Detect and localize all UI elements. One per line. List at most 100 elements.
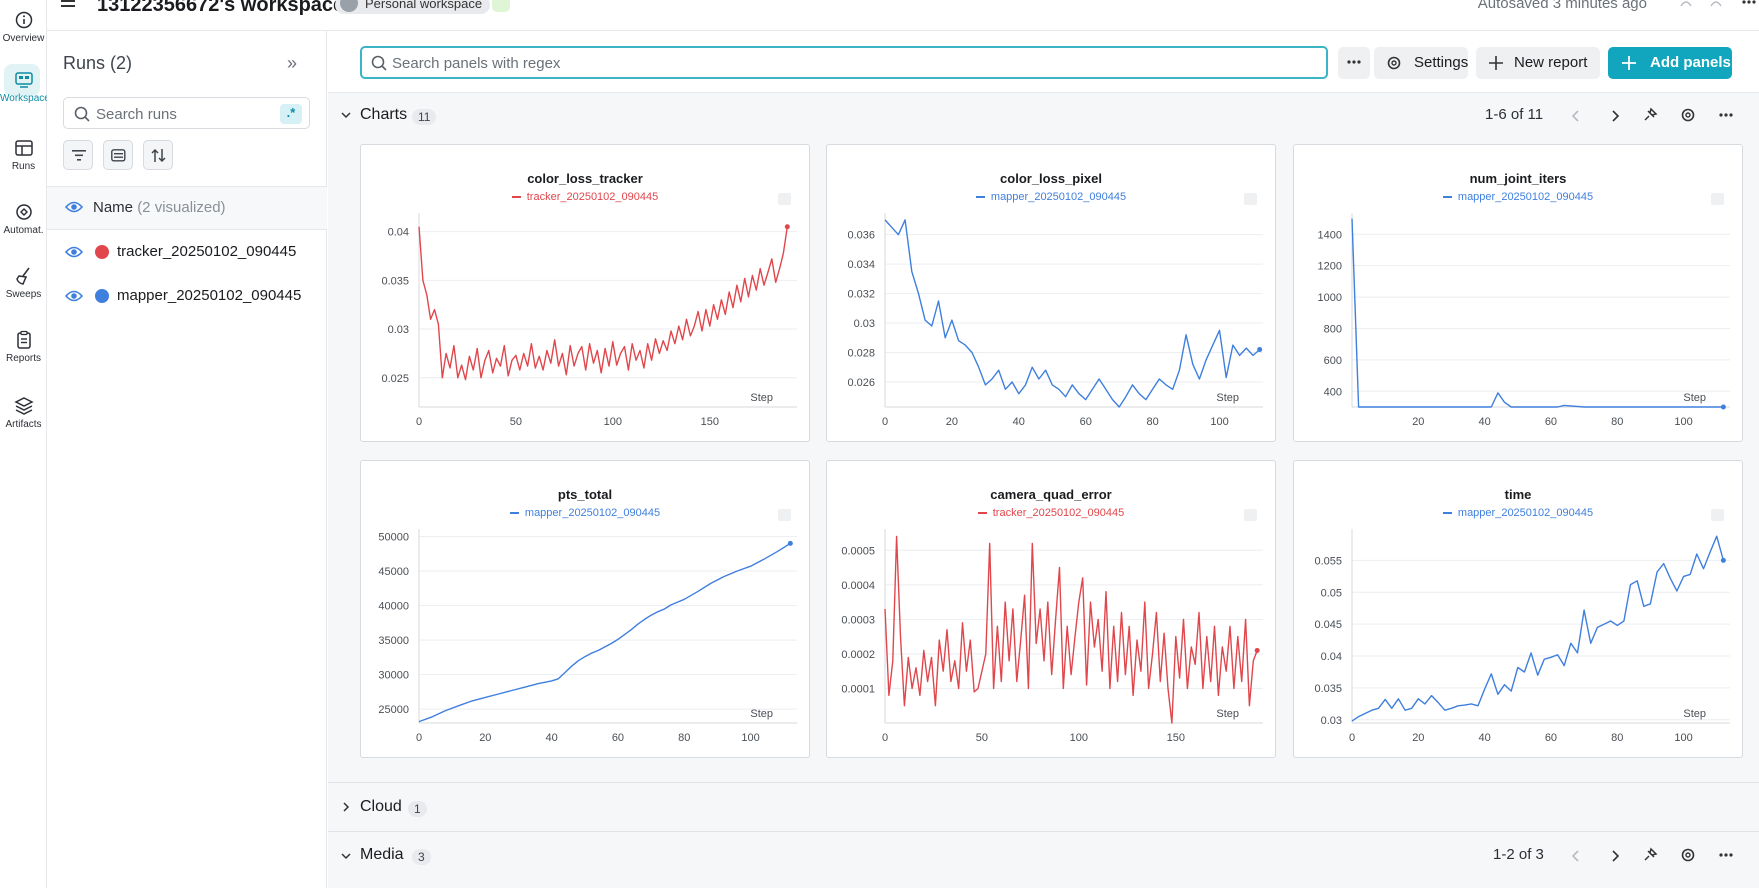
collapse-icon[interactable]: » <box>287 53 298 73</box>
chevron-left-icon[interactable] <box>1571 850 1581 862</box>
name-column-header[interactable]: Name (2 visualized) <box>47 186 327 230</box>
more-icon <box>1347 60 1361 64</box>
chart-panel[interactable]: color_loss_tracker tracker_20250102_09044… <box>360 144 810 442</box>
runs-sidebar: Runs (2) » .* Name (2 visualized) tracke… <box>47 31 327 888</box>
x-tick-label: 100 <box>1674 416 1692 428</box>
chart-panel[interactable]: pts_total mapper_20250102_090445 25000 3000… <box>360 460 810 758</box>
cloud-section-title: Cloud <box>360 798 402 815</box>
chevron-right-icon[interactable] <box>1610 110 1620 122</box>
run-search-input[interactable] <box>96 104 276 124</box>
x-tick-label: 0 <box>416 732 422 744</box>
new-report-label: New report <box>1514 54 1588 71</box>
rail-item-reports[interactable]: Reports <box>0 330 47 364</box>
y-tick-label: 0.055 <box>1314 555 1342 567</box>
regex-toggle[interactable]: .* <box>280 104 302 124</box>
divider <box>328 831 1759 832</box>
pin-icon[interactable] <box>1642 847 1658 863</box>
cloud-section-count: 1 <box>408 801 427 817</box>
charts-pager: 1-6 of 11 <box>1485 106 1544 123</box>
divider <box>328 782 1759 783</box>
eye-icon[interactable] <box>65 245 83 259</box>
chart-title: num_joint_iters <box>1469 171 1567 186</box>
media-section-title: Media <box>360 846 404 863</box>
settings-button[interactable]: Settings <box>1374 47 1468 79</box>
run-color-dot[interactable] <box>95 289 109 303</box>
chart-title: color_loss_pixel <box>1000 171 1102 186</box>
legend-sort-icon[interactable] <box>778 193 791 205</box>
rail-item-automat[interactable]: Automat. <box>0 202 47 236</box>
y-tick-label: 45000 <box>378 566 409 578</box>
filter-icon <box>72 150 86 161</box>
run-row[interactable]: tracker_20250102_090445 <box>47 232 327 272</box>
media-section-header[interactable]: Media 3 1-2 of 3 <box>328 832 1759 888</box>
new-report-button[interactable]: New report <box>1476 47 1600 79</box>
chevron-down-icon[interactable] <box>340 109 352 121</box>
charts-section-title: Charts <box>360 106 408 123</box>
charts-section-count: 11 <box>412 109 437 125</box>
more-options-button[interactable] <box>1338 47 1370 79</box>
group-button[interactable] <box>103 140 133 170</box>
gear-icon[interactable] <box>1680 847 1696 863</box>
legend-sort-icon[interactable] <box>1244 509 1257 521</box>
legend-swatch <box>511 196 521 199</box>
undo-icon[interactable] <box>1679 0 1693 8</box>
x-tick-label: 50 <box>510 416 522 428</box>
panel-search-input[interactable] <box>392 53 1292 73</box>
series-end-point <box>1254 647 1260 653</box>
y-tick-label: 0.0005 <box>841 545 875 557</box>
eye-icon[interactable] <box>65 289 83 303</box>
more-icon[interactable] <box>1718 113 1734 118</box>
legend-sort-icon[interactable] <box>778 509 791 521</box>
series-line <box>418 226 788 381</box>
search-icon <box>74 106 90 122</box>
more-icon[interactable] <box>1718 853 1734 858</box>
gear-icon[interactable] <box>1680 107 1696 123</box>
pin-icon[interactable] <box>1642 107 1658 123</box>
cloud-section-header[interactable]: Cloud 1 <box>328 783 1759 831</box>
run-color-dot[interactable] <box>95 245 109 259</box>
sort-button[interactable] <box>143 140 173 170</box>
x-tick-label: 0 <box>416 416 422 428</box>
legend-sort-icon[interactable] <box>1244 193 1257 205</box>
chart-plot: 25000 30000 35000 40000 45000 50000 0 20 40 60 80 1… <box>378 529 797 744</box>
series-end-point <box>1720 404 1726 410</box>
eye-icon[interactable] <box>65 200 83 214</box>
rail-item-runs[interactable]: Runs <box>0 138 47 172</box>
chart-panel[interactable]: color_loss_pixel mapper_20250102_090445 0.… <box>826 144 1276 442</box>
filter-button[interactable] <box>63 140 93 170</box>
chevron-left-icon[interactable] <box>1571 110 1581 122</box>
add-panels-button[interactable]: Add panels <box>1608 47 1732 79</box>
nav-rail: Overview Workspace Runs Automat. Sweeps Repor… <box>0 0 50 888</box>
rail-item-artifacts[interactable]: Artifacts <box>0 396 47 430</box>
chart-panel[interactable]: time mapper_20250102_090445 0.03 0.035 0.04 0… <box>1293 460 1743 758</box>
run-row[interactable]: mapper_20250102_090445 <box>47 276 327 316</box>
y-tick-label: 0.036 <box>847 230 875 242</box>
rail-item-label: Sweeps <box>5 289 42 300</box>
chevron-down-icon[interactable] <box>340 850 352 862</box>
rail-item-label: Workspace <box>0 93 50 104</box>
series-end-point <box>787 540 793 546</box>
rail-item-workspace[interactable]: Workspace <box>0 64 50 104</box>
x-tick-label: 40 <box>1479 416 1491 428</box>
chevron-right-icon[interactable] <box>340 801 352 813</box>
legend-sort-icon[interactable] <box>1711 509 1724 521</box>
legend-sort-icon[interactable] <box>1711 193 1724 205</box>
panel-search[interactable] <box>360 46 1328 79</box>
run-search[interactable]: .* <box>63 97 310 129</box>
rail-item-sweeps[interactable]: Sweeps <box>0 266 47 300</box>
chart-panel[interactable]: camera_quad_error tracker_20250102_090445… <box>826 460 1276 758</box>
series-line <box>884 535 1258 724</box>
menu-icon[interactable] <box>61 0 75 8</box>
charts-section-header[interactable]: Charts 11 1-6 of 11 <box>328 93 1759 137</box>
rail-item-overview[interactable]: Overview <box>0 10 47 44</box>
layers-icon <box>13 397 34 415</box>
x-tick-label: 40 <box>546 732 558 744</box>
chart-panel[interactable]: num_joint_iters mapper_20250102_090445 400… <box>1293 144 1743 442</box>
sparkle-icon[interactable] <box>492 0 510 12</box>
add-panels-label: Add panels <box>1650 54 1731 71</box>
workspace-badge[interactable]: Personal workspace <box>335 0 491 14</box>
more-icon[interactable] <box>1741 0 1757 6</box>
redo-icon[interactable] <box>1709 0 1723 8</box>
chevron-right-icon[interactable] <box>1610 850 1620 862</box>
table-icon <box>14 140 33 156</box>
